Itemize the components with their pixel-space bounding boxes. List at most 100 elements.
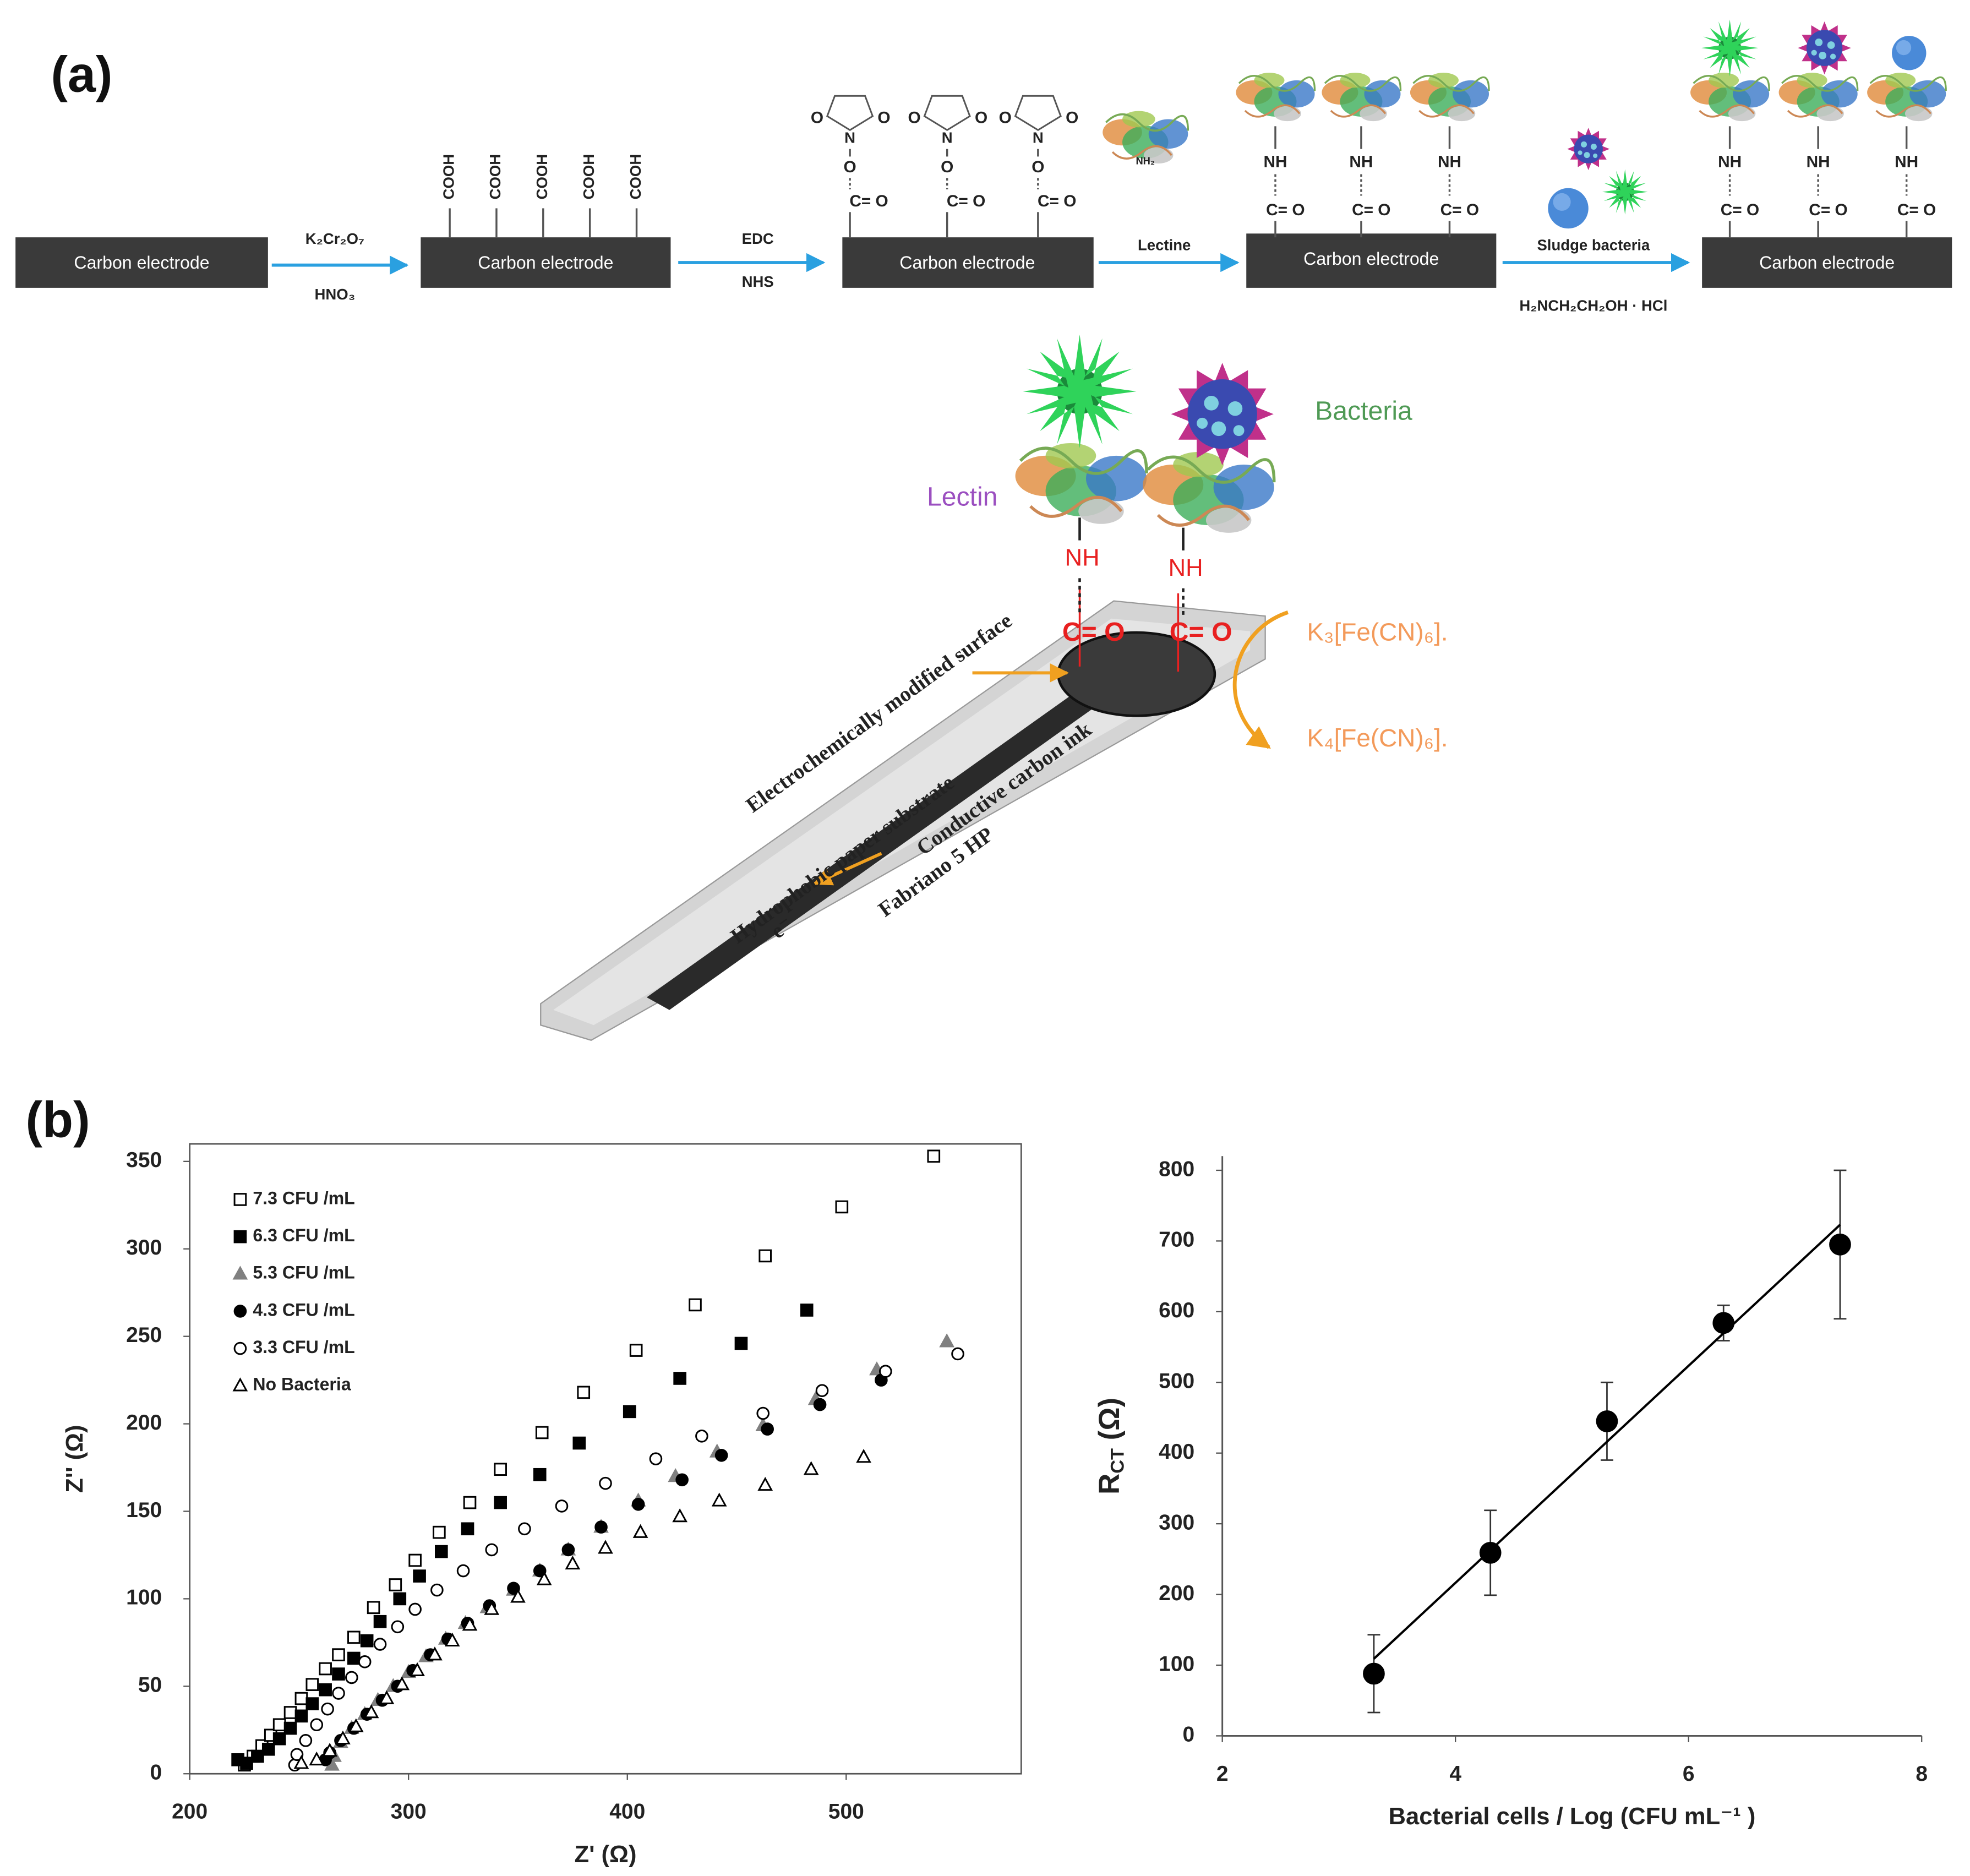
marker <box>494 1496 507 1509</box>
marker <box>319 1683 332 1697</box>
electrode <box>1246 233 1497 288</box>
marker <box>599 1476 612 1490</box>
marker <box>535 1426 549 1439</box>
marker <box>510 1589 526 1603</box>
marker <box>835 1200 849 1214</box>
marker <box>358 1655 372 1668</box>
marker <box>310 1718 324 1732</box>
marker <box>461 1522 474 1536</box>
label: O <box>975 108 987 127</box>
trendline <box>1373 1224 1841 1660</box>
y-label-tail: (Ω) <box>1093 1398 1126 1448</box>
bacterium-icon <box>1602 169 1648 215</box>
marker <box>462 1617 478 1631</box>
x-tick-label: 400 <box>609 1800 645 1824</box>
label: N <box>844 129 855 146</box>
marker <box>939 1333 955 1348</box>
marker <box>689 1298 702 1312</box>
y-tick-label: 400 <box>1159 1440 1194 1464</box>
panel-label: (b) <box>26 1092 90 1148</box>
marker <box>927 1149 941 1163</box>
legend-label: No Bacteria <box>253 1375 352 1394</box>
marker <box>272 1732 286 1746</box>
marker <box>373 1615 387 1628</box>
y-tick-label: 0 <box>1183 1723 1195 1747</box>
y-tick-label: 700 <box>1159 1228 1194 1252</box>
marker <box>879 1365 892 1378</box>
label: K₂Cr₂O₇ <box>305 230 364 247</box>
marker <box>408 1602 422 1616</box>
label: Sludge bacteria <box>1537 236 1650 253</box>
marker <box>761 1422 774 1436</box>
marker <box>598 1540 613 1554</box>
label: K₃[Fe(CN)₆]. <box>1307 617 1448 646</box>
label: C= O <box>1721 201 1759 219</box>
marker <box>711 1492 727 1507</box>
marker <box>695 1430 708 1443</box>
marker <box>734 1337 748 1350</box>
electrodes <box>15 233 1952 288</box>
carbon-track <box>646 691 1099 1010</box>
marker <box>577 1386 591 1399</box>
y-tick-label: 600 <box>1159 1299 1194 1322</box>
marker <box>309 1751 325 1766</box>
marker <box>360 1634 374 1648</box>
marker <box>507 1581 520 1595</box>
label: C= O <box>1038 192 1076 210</box>
label: EDC <box>742 230 774 247</box>
y-tick-label: 300 <box>1159 1510 1194 1534</box>
marker <box>1712 1312 1735 1334</box>
marker <box>345 1671 358 1684</box>
lectin-icon <box>1016 443 1147 524</box>
label: NH <box>1263 153 1287 171</box>
lectin-icon <box>1777 72 1859 122</box>
marker <box>408 1553 422 1567</box>
marker <box>856 1449 871 1463</box>
marker <box>800 1304 814 1317</box>
marker <box>332 1667 345 1681</box>
marker <box>299 1734 313 1747</box>
marker <box>332 1648 345 1661</box>
label: O <box>908 108 920 127</box>
nhs-ring <box>826 95 874 131</box>
x-tick-label: 2 <box>1216 1762 1229 1786</box>
legend-marker <box>233 1305 247 1318</box>
step-arrows <box>271 253 1690 275</box>
marker <box>393 1592 407 1606</box>
marker <box>803 1461 819 1475</box>
marker <box>261 1742 275 1756</box>
marker <box>240 1757 253 1770</box>
bacterium-icon <box>1892 36 1927 70</box>
legend-label: 7.3 CFU /mL <box>253 1188 354 1208</box>
marker <box>533 1468 547 1481</box>
marker <box>427 1646 443 1661</box>
marker <box>536 1571 552 1585</box>
x-tick-label: 8 <box>1916 1762 1928 1786</box>
lectin-icon <box>1866 72 1947 122</box>
marker <box>379 1690 395 1704</box>
top-icons <box>1101 19 1947 229</box>
label: C= O <box>849 192 888 210</box>
y-tick-label: 350 <box>126 1148 162 1172</box>
label: Carbon electrode <box>1303 249 1439 269</box>
marker <box>347 1630 361 1644</box>
marker <box>672 1508 688 1523</box>
marker <box>1363 1662 1385 1685</box>
y-tick-label: 500 <box>1159 1370 1194 1393</box>
label: NH <box>1807 153 1830 171</box>
marker <box>319 1662 332 1676</box>
label: Carbon electrode <box>478 253 613 272</box>
label: COOH <box>487 154 504 200</box>
marker <box>347 1651 361 1665</box>
marker <box>649 1452 663 1465</box>
bacterium-icon <box>1023 334 1137 449</box>
label: C= O <box>1170 617 1232 647</box>
nhs-ring <box>1014 95 1062 131</box>
label: COOH <box>627 154 644 200</box>
label: NH <box>1895 153 1918 171</box>
label: C= O <box>1809 201 1847 219</box>
x-axis-label: Bacterial cells / Log (CFU mL⁻¹ ) <box>1389 1803 1756 1830</box>
label: NHS <box>742 273 774 290</box>
y-tick-label: 0 <box>150 1761 162 1785</box>
marker <box>283 1721 297 1735</box>
